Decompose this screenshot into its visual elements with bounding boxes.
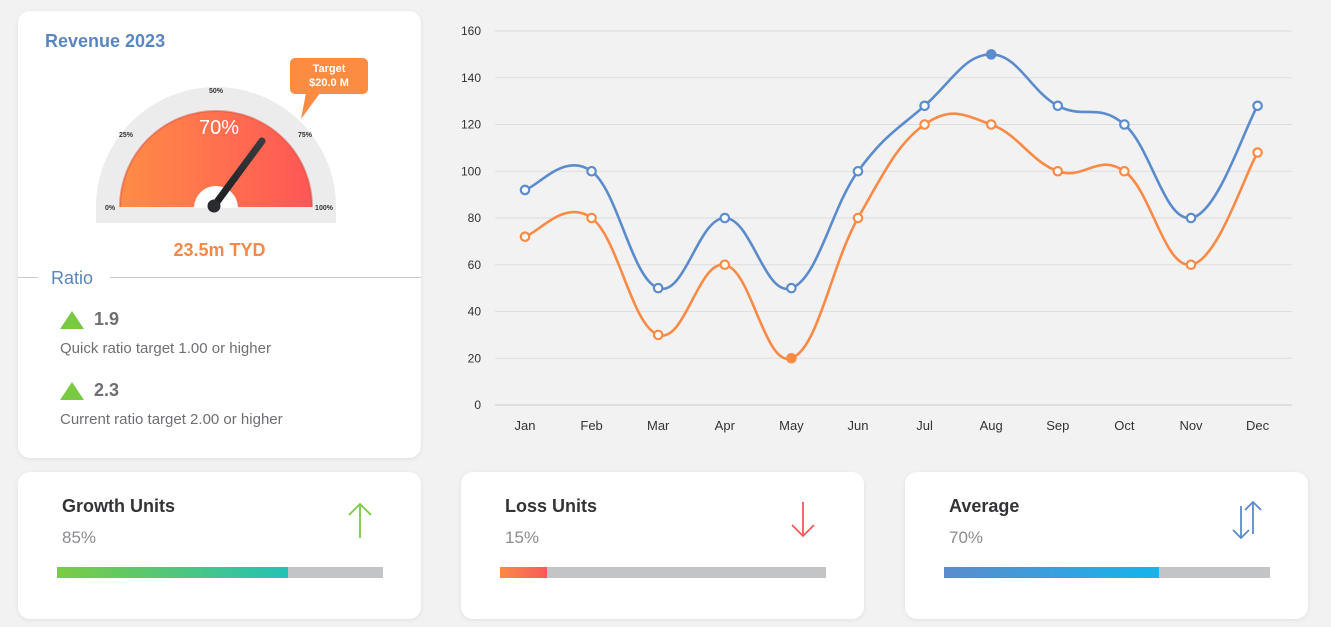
target-callout: Target $20.0 M [290,58,368,119]
x-tick-label: Jan [515,418,536,433]
ratio-desc: Current ratio target 2.00 or higher [60,411,283,428]
gauge-tick-25: 25% [119,132,134,139]
ratio-desc: Quick ratio target 1.00 or higher [60,340,271,357]
x-tick-label: Oct [1114,418,1135,433]
y-tick-label: 120 [461,118,481,132]
stat-percent: 15% [505,528,540,547]
gauge-tick-75: 75% [298,132,313,139]
progress-track [944,567,1270,578]
y-tick-label: 40 [468,305,482,319]
data-point [852,212,864,224]
revenue-tyd: 23.5m TYD [173,240,266,260]
data-point [985,49,997,60]
data-point [652,329,664,341]
data-point [1185,259,1197,271]
arrow-down-icon [791,502,815,538]
ratio-title: Ratio [51,268,100,289]
y-tick-label: 140 [461,71,481,85]
gauge-tick-100: 100% [315,205,334,212]
y-tick-label: 0 [474,398,481,412]
progress-fill [57,567,289,578]
arrows-up-down-icon [1232,500,1262,540]
x-tick-label: Dec [1246,418,1270,433]
x-tick-label: Mar [647,418,670,433]
data-point [719,212,731,224]
gauge-value-label: 70% [199,117,239,139]
x-tick-label: Aug [980,418,1003,433]
x-tick-label: Jul [916,418,933,433]
progress-fill [944,567,1160,578]
target-amount: $20.0 M [309,77,349,89]
data-point [852,165,864,177]
progress-track [500,567,826,578]
stat-title: Growth Units [62,496,175,516]
progress-track [57,567,383,578]
gauge-needle [207,137,266,213]
data-point [652,282,664,294]
data-point [1252,100,1263,112]
data-point [1052,100,1064,112]
data-point [586,165,597,177]
data-point [1185,212,1197,224]
x-tick-label: May [779,418,804,433]
x-tick-label: Feb [580,418,602,433]
data-point [786,352,797,364]
data-point [519,184,531,196]
loss-units-card: Loss Units 15% [461,472,864,619]
revenue-card: Revenue 2023 0% 25% 50% 75% 100% [18,11,421,458]
average-card: Average 70% [905,472,1308,619]
y-tick-label: 100 [461,164,481,178]
ratio-divider-right [110,277,421,278]
data-point [985,119,997,130]
ratio-divider-left [18,277,38,278]
stat-percent: 85% [62,528,97,547]
data-point [1119,165,1130,177]
data-point [786,282,797,294]
x-tick-label: Sep [1046,418,1069,433]
y-tick-label: 80 [468,211,482,225]
stat-title: Loss Units [505,496,598,516]
data-point [1252,147,1263,158]
revenue-gauge: 0% 25% 50% 75% 100% 70% Target $20.0 M [96,58,368,223]
ratio-item-quick: 1.9 Quick ratio target 1.00 or higher [60,309,271,357]
data-point [586,212,597,224]
gauge-face [120,111,312,207]
revenue-title: Revenue 2023 [45,31,166,51]
y-tick-label: 20 [468,351,482,365]
triangle-up-icon [60,381,84,400]
growth-units-card: Growth Units 85% [18,472,421,619]
stat-title: Average [949,496,1020,516]
gauge-tick-50: 50% [209,88,224,95]
data-point [719,259,731,271]
x-tick-label: Apr [715,418,736,433]
x-tick-label: Nov [1179,418,1203,433]
x-tick-label: Jun [848,418,869,433]
ratio-value: 1.9 [94,309,120,329]
progress-fill [500,567,548,578]
data-point [1052,165,1064,177]
data-point [519,231,531,242]
series-line-2 [524,112,1259,360]
data-point [919,119,930,130]
arrow-up-icon [348,502,372,538]
data-point [919,100,930,112]
stat-percent: 70% [949,528,984,547]
ratio-item-current: 2.3 Current ratio target 2.00 or higher [60,380,283,428]
y-tick-label: 160 [461,24,481,38]
series-line-1 [524,53,1259,291]
data-point [1119,119,1130,130]
ratio-value: 2.3 [94,380,120,400]
target-label: Target [313,63,346,75]
y-tick-label: 60 [468,258,482,272]
gauge-tick-0: 0% [105,205,116,212]
triangle-up-icon [60,310,84,329]
monthly-line-chart: 0 20 40 60 80 100 120 140 160 Jan Feb Mar Apr May Jun… [461,24,1292,433]
